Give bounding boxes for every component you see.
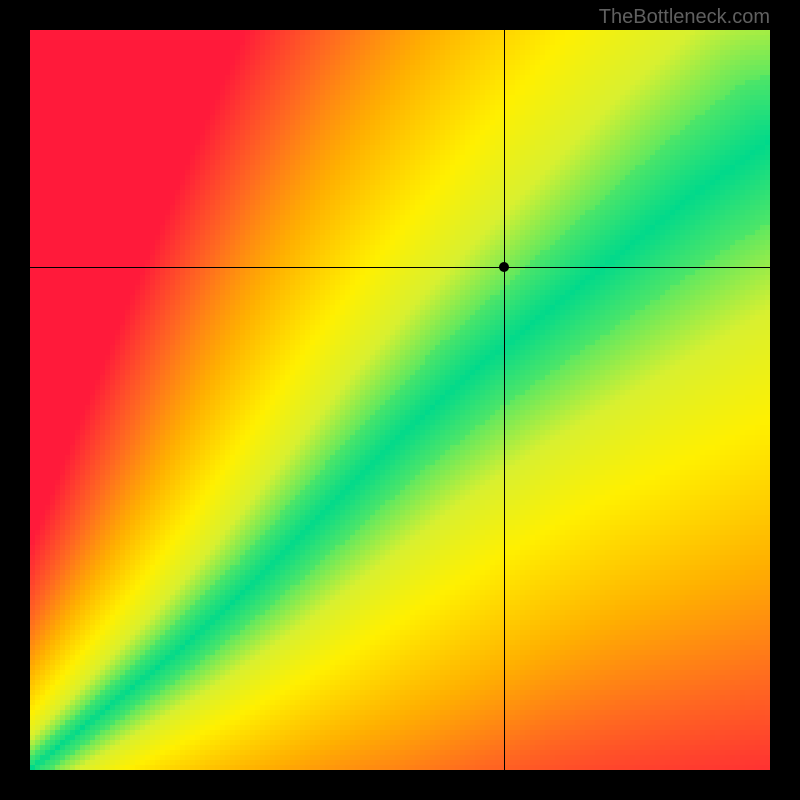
heatmap-canvas (30, 30, 770, 770)
watermark-text: TheBottleneck.com (599, 6, 770, 29)
bottleneck-heatmap (30, 30, 770, 770)
data-point-marker (499, 262, 509, 272)
crosshair-vertical (504, 30, 505, 770)
crosshair-horizontal (30, 267, 770, 268)
